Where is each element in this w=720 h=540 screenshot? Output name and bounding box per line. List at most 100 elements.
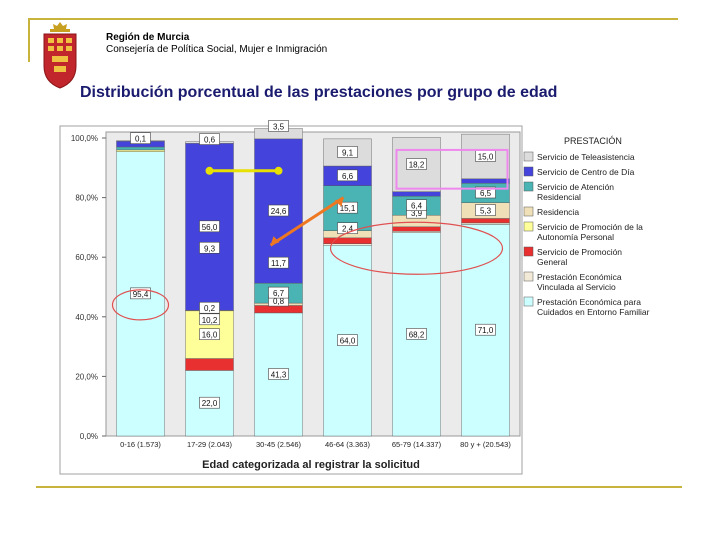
trend-arrow: [269, 196, 345, 247]
data-label: 0,6: [199, 133, 220, 145]
y-tick-label: 60,0%: [75, 253, 98, 262]
frame-left-rule: [28, 18, 30, 62]
svg-text:95,4: 95,4: [133, 290, 149, 299]
frame-top-rule: [28, 18, 678, 20]
bar-segment: [116, 146, 165, 151]
svg-text:6,5: 6,5: [480, 189, 492, 198]
data-label: 5,3: [475, 204, 496, 216]
org-department: Consejería de Política Social, Mujer e I…: [106, 44, 328, 55]
bar-stack: [323, 138, 372, 437]
data-label: 11,7: [268, 256, 289, 269]
data-label: 10,2: [199, 313, 220, 326]
svg-text:41,3: 41,3: [271, 370, 287, 379]
chart-frame: [59, 125, 523, 475]
svg-text:71,0: 71,0: [478, 326, 494, 335]
data-label: 56,0: [199, 220, 220, 233]
bar-segment: [116, 149, 165, 152]
data-label: 9,3: [199, 241, 220, 254]
svg-text:6,6: 6,6: [342, 172, 354, 181]
y-tick-label: 40,0%: [75, 313, 98, 322]
bar-stack: [185, 141, 234, 437]
org-name: Región de Murcia: [106, 32, 190, 43]
data-label: 15,1: [337, 201, 358, 214]
bar-segment: [461, 222, 510, 225]
highlight-ellipse: [111, 289, 170, 321]
frame-bottom-rule: [36, 486, 682, 488]
legend-swatch: [523, 271, 534, 282]
svg-text:3,9: 3,9: [411, 209, 423, 218]
svg-text:0,2: 0,2: [204, 304, 216, 313]
y-tick-label: 100,0%: [71, 134, 98, 143]
svg-text:68,2: 68,2: [409, 330, 425, 339]
bar-stack: [461, 133, 510, 437]
compare-dot: [274, 166, 283, 175]
y-tick-label: 20,0%: [75, 372, 98, 381]
data-label: 0,1: [130, 132, 151, 144]
svg-text:24,6: 24,6: [271, 207, 287, 216]
legend-label: Servicio de Promoción: [537, 247, 622, 257]
data-label: 71,0: [475, 323, 496, 336]
x-tick-label: 17-29 (2.043): [187, 440, 233, 449]
legend-label: Residencia: [537, 207, 579, 217]
legend-label: Residencial: [537, 192, 581, 202]
bar-segment: [461, 218, 510, 224]
x-tick-label: 46-64 (3.363): [325, 440, 371, 449]
svg-text:15,1: 15,1: [340, 204, 356, 213]
legend-swatch: [523, 221, 534, 232]
data-label: 6,7: [268, 286, 289, 299]
bar-segment: [392, 226, 441, 232]
x-axis-title: Edad categorizada al registrar la solici…: [202, 459, 420, 471]
legend-label: Servicio de Centro de Día: [537, 167, 635, 177]
legend-label: Prestación Económica: [537, 272, 622, 282]
x-tick-label: 30-45 (2.546): [256, 440, 302, 449]
highlight-rectangle: [395, 148, 509, 190]
data-label: 9,1: [337, 146, 358, 158]
svg-text:56,0: 56,0: [202, 223, 218, 232]
data-label: 6,6: [337, 169, 358, 182]
svg-text:15,0: 15,0: [478, 152, 494, 161]
coat-of-arms-logo: [43, 22, 77, 89]
legend-label: Autonomía Personal: [537, 232, 614, 242]
data-label: 18,2: [406, 158, 427, 170]
x-tick-label: 0-16 (1.573): [120, 440, 161, 449]
legend-swatch: [523, 206, 534, 217]
slide-title: Distribución porcentual de las prestacio…: [80, 84, 558, 101]
bar-segment: [323, 237, 372, 244]
data-label: 0,2: [199, 301, 220, 314]
data-label: 68,2: [406, 328, 427, 340]
svg-text:3,5: 3,5: [273, 122, 285, 131]
svg-text:5,3: 5,3: [480, 207, 492, 216]
x-tick-label: 65-79 (14.337): [392, 440, 442, 449]
svg-text:6,7: 6,7: [273, 289, 285, 298]
data-label: 41,3: [268, 368, 289, 380]
legend-label: Servicio de Teleasistencia: [537, 152, 635, 162]
svg-text:9,1: 9,1: [342, 148, 354, 157]
y-axis: 0,0% 20,0% 40,0% 60,0% 80,0% 100,0%: [71, 134, 106, 441]
legend-label: General: [537, 257, 567, 267]
svg-text:16,0: 16,0: [202, 331, 218, 340]
bar-segment: [392, 231, 441, 233]
legend-swatch: [523, 296, 534, 307]
annotations: [111, 148, 509, 321]
data-label: 64,0: [337, 334, 358, 346]
legend-label: Cuidados en Entorno Familiar: [537, 307, 650, 317]
svg-text:18,2: 18,2: [409, 161, 425, 170]
data-label: 6,4: [406, 199, 427, 211]
data-label: 24,6: [268, 204, 289, 217]
svg-text:0,8: 0,8: [273, 297, 285, 306]
bar-stack: [392, 137, 441, 437]
legend-item: Servicio de Teleasistencia: [523, 151, 635, 162]
legend-item: Residencia: [523, 206, 579, 217]
highlight-ellipse: [329, 221, 504, 275]
x-axis: 0-16 (1.573) 17-29 (2.043) 30-45 (2.546) 46…: [120, 440, 511, 449]
plot-area: [105, 131, 521, 437]
bars-group: 95,4 0,1 22,0 16,0 0,2 56,0 0,6 41,3 0,86,7 24,6 3…: [116, 120, 510, 437]
legend-label: Servicio de Atención: [537, 182, 614, 192]
bar-stack: [254, 128, 303, 437]
svg-text:2,4: 2,4: [342, 225, 354, 234]
legend-swatch: [523, 166, 534, 177]
trend-arrowhead: [270, 236, 280, 246]
